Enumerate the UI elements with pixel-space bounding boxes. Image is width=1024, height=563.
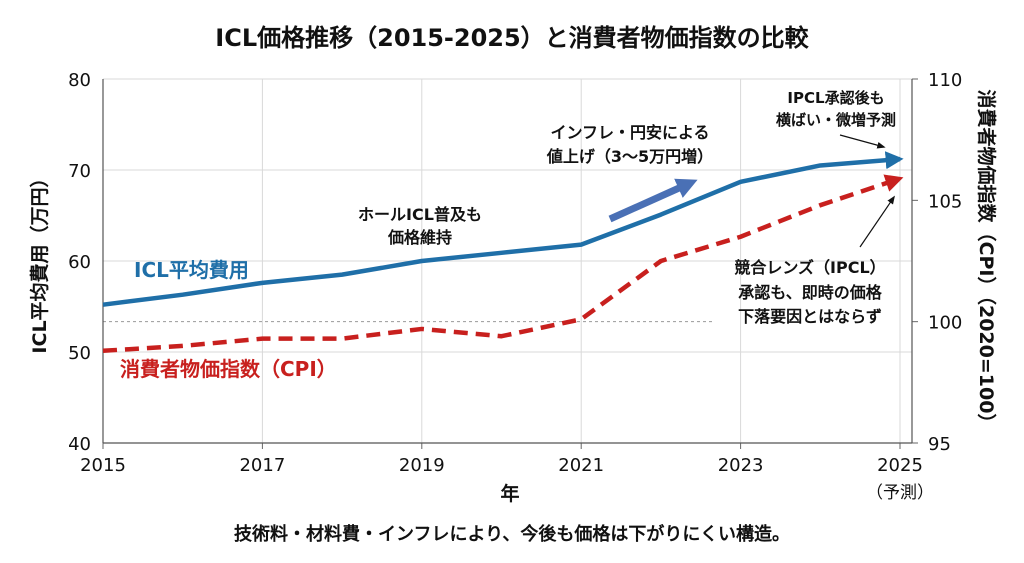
y-tick-label: 60 (68, 252, 91, 273)
y-tick-label: 70 (68, 161, 91, 182)
x-tick-label: 2025 (877, 455, 923, 476)
y-tick-label: 80 (68, 70, 91, 91)
x-tick-label: 2021 (558, 455, 604, 476)
annotation-hole-icl: ホールICL普及も 価格維持 (358, 205, 482, 247)
series-label-icl: ICL平均費用 (134, 258, 249, 282)
forecast-pointer-arrow (840, 135, 884, 147)
y2-tick-label: 95 (928, 434, 951, 455)
annotation-line: 横ばい・微増予測 (776, 111, 896, 129)
annotation-competitor: 競合レンズ（IPCL） 承認も、即時の価格 下落要因とはならず (734, 258, 885, 326)
annotation-line: 下落要因とはならず (738, 307, 882, 326)
chart-title: ICL価格推移（2015-2025）と消費者物価指数の比較 (215, 24, 809, 52)
y2-tick-label: 100 (928, 313, 962, 334)
annotation-line: インフレ・円安による (550, 123, 709, 142)
x-tick-note: （予測） (866, 483, 934, 503)
x-tick-label: 2015 (80, 455, 126, 476)
annotation-line: 承認も、即時の価格 (738, 283, 883, 302)
series-label-cpi: 消費者物価指数（CPI） (120, 357, 337, 381)
y-tick-label: 50 (68, 343, 91, 364)
footer-note: 技術料・材料費・インフレにより、今後も価格は下がりにくい構造。 (234, 523, 790, 545)
competitor-pointer-arrow (860, 197, 894, 247)
annotation-line: 競合レンズ（IPCL） (734, 258, 885, 277)
x-axis-label: 年 (500, 482, 519, 505)
inflation-arrow (610, 184, 688, 219)
y-tick-label: 40 (68, 434, 91, 455)
x-tick-label: 2019 (399, 455, 445, 476)
annotation-line: ホールICL普及も (358, 205, 482, 224)
x-tick-label: 2017 (239, 455, 285, 476)
x-tick-label: 2023 (718, 455, 764, 476)
annotation-ipcl-forecast: IPCL承認後も 横ばい・微増予測 (776, 89, 896, 129)
annotation-inflation: インフレ・円安による 値上げ（3〜5万円増） (546, 123, 713, 166)
annotation-line: 価格維持 (387, 228, 452, 247)
y-axis-label: ICL平均費用（万円） (28, 168, 51, 353)
y2-axis-label: 消費者物価指数（CPI）（2020=100） (975, 90, 998, 433)
y2-tick-label: 105 (928, 191, 962, 212)
y2-tick-label: 110 (928, 70, 962, 91)
annotation-line: IPCL承認後も (787, 89, 884, 107)
annotation-line: 値上げ（3〜5万円増） (546, 147, 713, 166)
